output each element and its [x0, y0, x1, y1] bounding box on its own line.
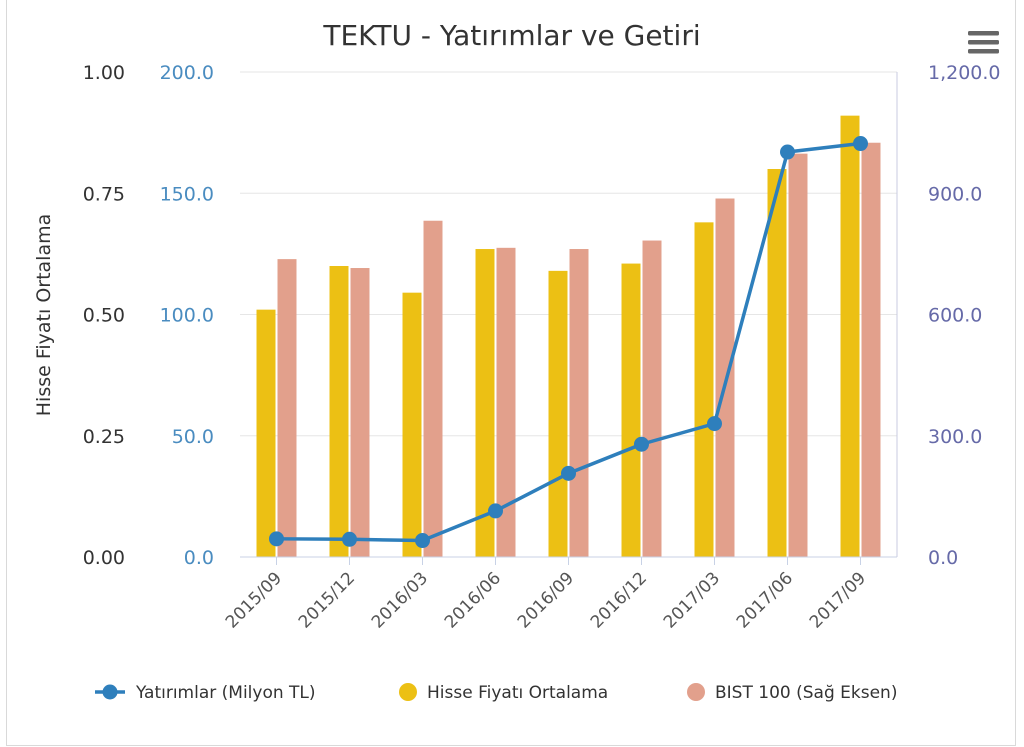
x-tick-label: 2015/12 [295, 568, 359, 632]
x-tick-label: 2017/06 [733, 568, 797, 632]
y-tick-left-secondary: 200.0 [160, 62, 214, 84]
y-tick-right: 0.0 [928, 547, 958, 569]
y-tick-left-secondary: 150.0 [160, 183, 214, 205]
bar-bist100 [496, 247, 516, 557]
bar-bist100 [715, 198, 735, 558]
y-tick-left-secondary: 50.0 [172, 426, 214, 448]
legend-dot-symbol [399, 683, 417, 701]
chart-frame [6, 0, 1016, 746]
bar-hisse-fiyati [402, 292, 422, 557]
legend-item-hisse-fiyati[interactable]: Hisse Fiyatı Ortalama [399, 683, 608, 703]
legend-label: Hisse Fiyatı Ortalama [427, 683, 608, 703]
bar-hisse-fiyati [767, 169, 787, 557]
point-yatirimlar[interactable] [269, 531, 284, 547]
x-tick-label: 2016/06 [441, 568, 505, 632]
x-tick-label: 2016/03 [368, 568, 432, 632]
x-tick-label: 2016/09 [514, 568, 578, 632]
y-tick-left-primary: 1.00 [83, 62, 125, 84]
legend-label: Yatırımlar (Milyon TL) [135, 683, 316, 703]
point-yatirimlar[interactable] [415, 533, 430, 549]
point-yatirimlar[interactable] [342, 531, 357, 547]
y-tick-left-primary: 0.75 [83, 183, 125, 205]
bar-bist100 [423, 220, 443, 557]
point-yatirimlar[interactable] [634, 436, 649, 452]
bar-hisse-fiyati [694, 222, 714, 557]
bar-bist100 [277, 259, 297, 557]
point-yatirimlar[interactable] [488, 503, 503, 519]
bar-hisse-fiyati [475, 249, 495, 557]
y-tick-right: 1,200.0 [928, 62, 1001, 84]
point-yatirimlar[interactable] [707, 416, 722, 432]
point-yatirimlar[interactable] [853, 136, 868, 152]
bar-bist100 [350, 268, 370, 557]
bar-hisse-fiyati [256, 309, 276, 557]
y-tick-left-primary: 0.50 [83, 305, 125, 327]
hamburger-menu-icon[interactable] [966, 29, 1000, 55]
bar-hisse-fiyati [548, 270, 568, 557]
point-yatirimlar[interactable] [561, 465, 576, 481]
legend-label: BIST 100 (Sağ Eksen) [715, 683, 897, 703]
legend-dot-symbol [687, 683, 705, 701]
y-tick-right: 900.0 [928, 183, 982, 205]
chart-title: TEKTU - Yatırımlar ve Getiri [322, 19, 700, 52]
legend-dot-symbol [102, 684, 118, 700]
y-tick-right: 600.0 [928, 305, 982, 327]
point-yatirimlar[interactable] [780, 144, 795, 160]
bar-bist100 [569, 249, 589, 557]
bar-hisse-fiyati [329, 266, 349, 557]
legend-item-bist100[interactable]: BIST 100 (Sağ Eksen) [687, 683, 897, 703]
y-tick-left-primary: 0.25 [83, 426, 125, 448]
bar-bist100 [642, 240, 662, 557]
y-tick-left-secondary: 0.0 [184, 547, 214, 569]
legend-item-yatirimlar[interactable]: Yatırımlar (Milyon TL) [95, 683, 316, 703]
y-axis-label: Hisse Fiyatı Ortalama [33, 214, 55, 417]
bar-hisse-fiyati [621, 263, 641, 557]
x-tick-label: 2015/09 [222, 568, 286, 632]
bar-bist100 [861, 142, 881, 557]
x-tick-label: 2017/09 [806, 568, 870, 632]
y-tick-left-secondary: 100.0 [160, 305, 214, 327]
y-tick-right: 300.0 [928, 426, 982, 448]
y-tick-left-primary: 0.00 [83, 547, 125, 569]
bar-bist100 [788, 153, 808, 557]
x-tick-label: 2016/12 [587, 568, 651, 632]
x-tick-label: 2017/03 [660, 568, 724, 632]
bar-hisse-fiyati [840, 115, 860, 558]
